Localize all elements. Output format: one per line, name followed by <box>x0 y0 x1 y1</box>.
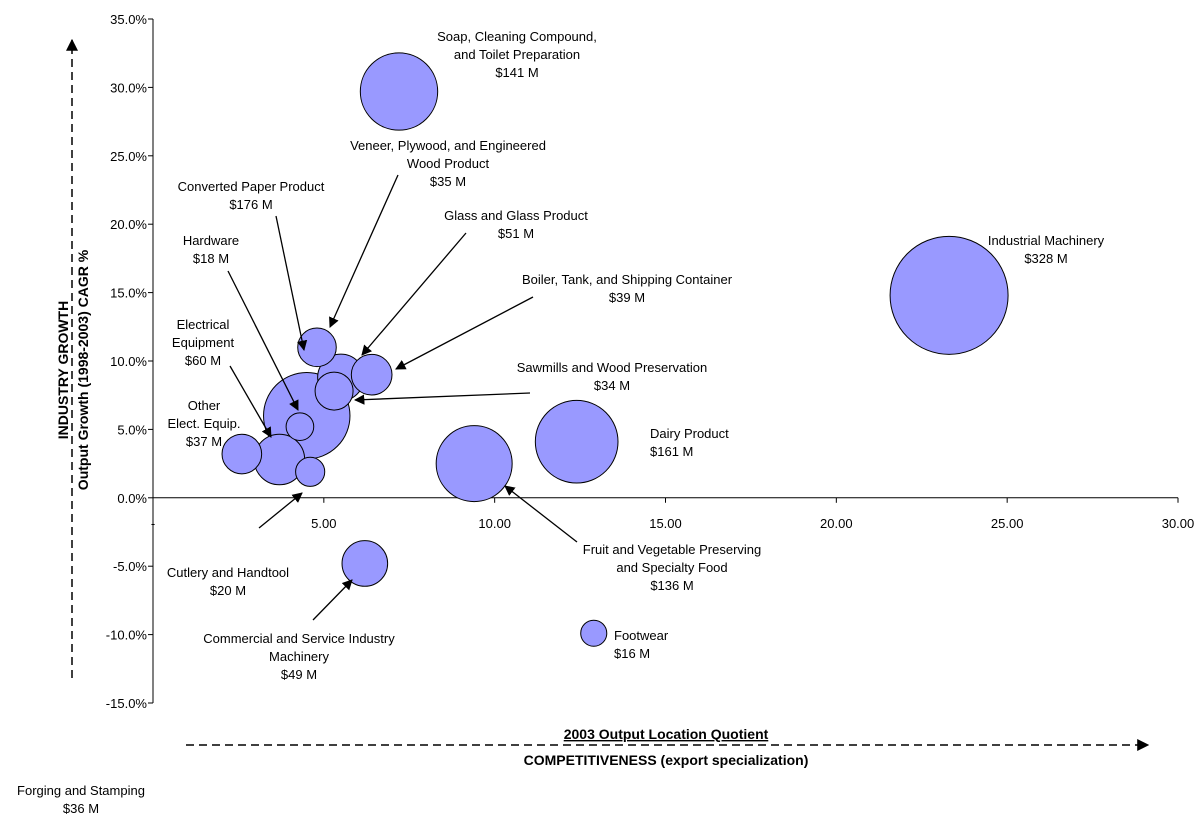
leader-arrow-fruit-and-vegetable-preserving-and-specialty-food <box>504 485 578 543</box>
leader-arrow-glass-and-glass-product <box>361 232 467 356</box>
label-soap-cleaning-compound-and-toilet-preparation: Soap, Cleaning Compound, and Toilet Prepa… <box>437 29 597 80</box>
label-glass-and-glass-product: Glass and Glass Product $51 M <box>444 208 588 241</box>
label-industrial-machinery: Industrial Machinery $328 M <box>988 233 1105 266</box>
label-commercial-and-service-industry-machinery: Commercial and Service Industry Machinery… <box>203 631 395 682</box>
y-axis-title: INDUSTRY GROWTH <box>55 301 71 439</box>
leader-arrow-electrical-equipment <box>229 365 272 438</box>
x-tick-label: 20.00 <box>820 516 853 531</box>
bubble-boiler-tank-and-shipping-container <box>350 353 393 396</box>
bubble-footwear <box>580 619 608 647</box>
y-tick-label: 10.0% <box>110 354 147 369</box>
y-tick-label: 0.0% <box>117 491 147 506</box>
bubble-dairy-product <box>534 399 619 484</box>
leader-arrow-commercial-and-service-industry-machinery <box>312 579 353 621</box>
y-tick-label: -10.0% <box>106 628 148 643</box>
label-sawmills-and-wood-preservation: Sawmills and Wood Preservation $34 M <box>517 360 708 393</box>
bubble-fruit-and-vegetable-preserving-and-specialty-food <box>435 425 513 503</box>
y-tick-label: 15.0% <box>110 286 147 301</box>
label-dairy-product: Dairy Product $161 M <box>650 426 729 459</box>
axes: 35.0%30.0%25.0%20.0%15.0%10.0%5.0%0.0%-5… <box>106 12 1194 711</box>
label-cutlery-and-handtool: Cutlery and Handtool $20 M <box>167 565 289 598</box>
bubble-sawmills-and-wood-preservation <box>314 371 354 411</box>
y-tick-label: 30.0% <box>110 80 147 95</box>
label-boiler-tank-and-shipping-container: Boiler, Tank, and Shipping Container $39 … <box>522 272 733 305</box>
y-tick-label: 5.0% <box>117 422 147 437</box>
label-footwear: Footwear $16 M <box>614 628 669 661</box>
x-axis-title: 2003 Output Location Quotient <box>564 726 769 742</box>
leader-arrow-veneer-plywood-and-engineered-wood-product <box>329 174 399 328</box>
bubble-industrial-machinery <box>889 235 1009 355</box>
y-axis-subtitle: Output Growth (1998-2003) CAGR % <box>75 249 91 490</box>
leader-arrow-cutlery-and-handtool <box>258 492 303 529</box>
bubble-soap-cleaning-compound-and-toilet-preparation <box>359 52 439 131</box>
bubble-hardware <box>285 412 315 441</box>
x-tick-label: 5.00 <box>311 516 336 531</box>
x-tick-label: 10.00 <box>478 516 511 531</box>
bubble-labels: Soap, Cleaning Compound, and Toilet Prepa… <box>17 29 1105 816</box>
leader-arrow-hardware <box>227 270 299 411</box>
bubble-commercial-and-service-industry-machinery <box>341 540 389 587</box>
y-tick-label: 35.0% <box>110 12 147 27</box>
bubbles <box>221 52 1009 647</box>
label-electrical-equipment: Electrical Equipment $60 M <box>172 317 235 368</box>
label-hardware: Hardware $18 M <box>183 233 239 266</box>
x-tick-label: - <box>151 516 155 531</box>
y-tick-label: 25.0% <box>110 149 147 164</box>
y-tick-label: -5.0% <box>113 559 147 574</box>
x-tick-label: 30.00 <box>1162 516 1195 531</box>
leader-arrow-sawmills-and-wood-preservation <box>353 392 531 405</box>
x-axis-subtitle: COMPETITIVENESS (export specialization) <box>524 752 809 768</box>
bubble-other-elect-equip <box>221 433 263 475</box>
leader-arrows <box>227 174 578 621</box>
bubble-cutlery-and-handtool <box>295 456 326 487</box>
label-forging-and-stamping: Forging and Stamping $36 M <box>17 783 145 816</box>
x-tick-label: 15.00 <box>649 516 682 531</box>
leader-arrow-boiler-tank-and-shipping-container <box>395 296 534 370</box>
label-veneer-plywood-and-engineered-wood-product: Veneer, Plywood, and Engineered Wood Prod… <box>350 138 546 189</box>
label-converted-paper-product: Converted Paper Product $176 M <box>178 179 325 212</box>
y-tick-label: -15.0% <box>106 696 148 711</box>
y-tick-label: 20.0% <box>110 217 147 232</box>
x-tick-label: 25.00 <box>991 516 1024 531</box>
label-other-elect-equip: Other Elect. Equip. $37 M <box>168 398 241 449</box>
leader-arrow-converted-paper-product <box>275 215 308 352</box>
label-fruit-and-vegetable-preserving-and-specialty-food: Fruit and Vegetable Preserving and Specia… <box>583 542 762 593</box>
